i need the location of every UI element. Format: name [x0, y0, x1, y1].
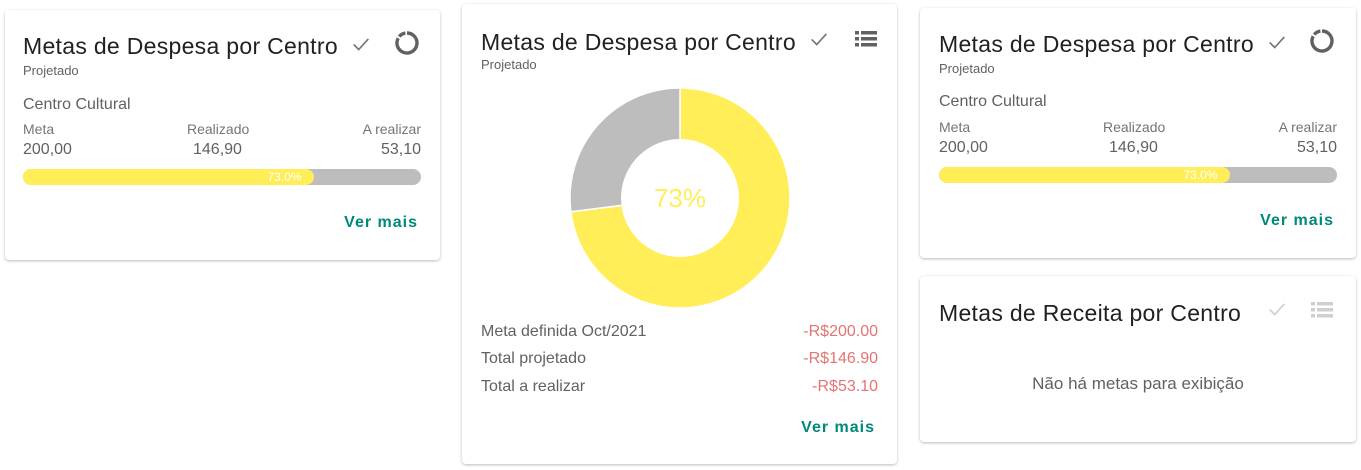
total-a-realizar-label: Total a realizar: [481, 378, 586, 395]
list-icon[interactable]: [853, 26, 879, 52]
meta-value: 200,00: [939, 139, 988, 156]
donut-hole: [621, 139, 739, 257]
total-projetado-value: -R$146.90: [803, 350, 878, 367]
realizado-value: 146,90: [1109, 139, 1158, 156]
card-title: Metas de Despesa por Centro: [23, 33, 338, 59]
meta-definida-value: -R$200.00: [803, 323, 878, 340]
center-name: Centro Cultural: [939, 93, 1047, 110]
progress-bar: 73.0%: [23, 169, 421, 185]
donut-center-text: 73%: [654, 183, 706, 213]
a-realizar-label: A realizar: [1278, 119, 1337, 135]
progress-bar-label: 73.0%: [267, 170, 302, 184]
realizado-label: Realizado: [1103, 119, 1166, 135]
empty-message: Não há metas para exibição: [1032, 374, 1244, 393]
check-icon[interactable]: [806, 26, 832, 52]
check-icon[interactable]: [1264, 29, 1290, 55]
card-subtitle: Projetado: [23, 63, 79, 78]
progress-bar-label: 73.0%: [1183, 168, 1218, 182]
meta-label: Meta: [23, 121, 55, 137]
expense-goals-card-2: Metas de Despesa por Centro Projetado 73…: [462, 4, 897, 464]
realizado-value: 146,90: [193, 141, 242, 158]
meta-label: Meta: [939, 119, 971, 135]
card-subtitle: Projetado: [481, 57, 537, 72]
revenue-goals-card: Metas de Receita por Centro Não há metas…: [920, 276, 1356, 442]
card-title: Metas de Despesa por Centro: [481, 29, 796, 55]
total-projetado-label: Total projetado: [481, 350, 586, 367]
expense-goals-card-3: Metas de Despesa por Centro Projetado Ce…: [920, 8, 1356, 258]
ver-mais-button[interactable]: Ver mais: [1260, 212, 1334, 229]
a-realizar-label: A realizar: [362, 121, 421, 137]
meta-definida-label: Meta definida Oct/2021: [481, 323, 647, 340]
a-realizar-value: 53,10: [380, 141, 421, 158]
ver-mais-button[interactable]: Ver mais: [801, 419, 875, 436]
list-icon[interactable]: [1309, 297, 1335, 323]
expense-goals-card-1: Metas de Despesa por Centro Projetado Ce…: [5, 10, 440, 260]
progress-bar-fill: [939, 167, 1230, 183]
check-icon[interactable]: [1264, 296, 1290, 322]
card-subtitle: Projetado: [939, 61, 995, 76]
card-title: Metas de Receita por Centro: [939, 300, 1242, 326]
donut-chart-icon[interactable]: [394, 30, 420, 56]
meta-value: 200,00: [23, 141, 72, 158]
donut-chart: 73%: [569, 87, 791, 309]
center-name: Centro Cultural: [23, 96, 131, 113]
total-a-realizar-value: -R$53.10: [812, 378, 878, 395]
ver-mais-button[interactable]: Ver mais: [344, 214, 418, 231]
a-realizar-value: 53,10: [1296, 139, 1337, 156]
check-icon[interactable]: [348, 31, 374, 57]
donut-chart-icon[interactable]: [1309, 28, 1335, 54]
progress-bar-fill: [23, 169, 314, 185]
card-title: Metas de Despesa por Centro: [939, 31, 1254, 57]
progress-bar: 73.0%: [939, 167, 1337, 183]
realizado-label: Realizado: [187, 121, 250, 137]
